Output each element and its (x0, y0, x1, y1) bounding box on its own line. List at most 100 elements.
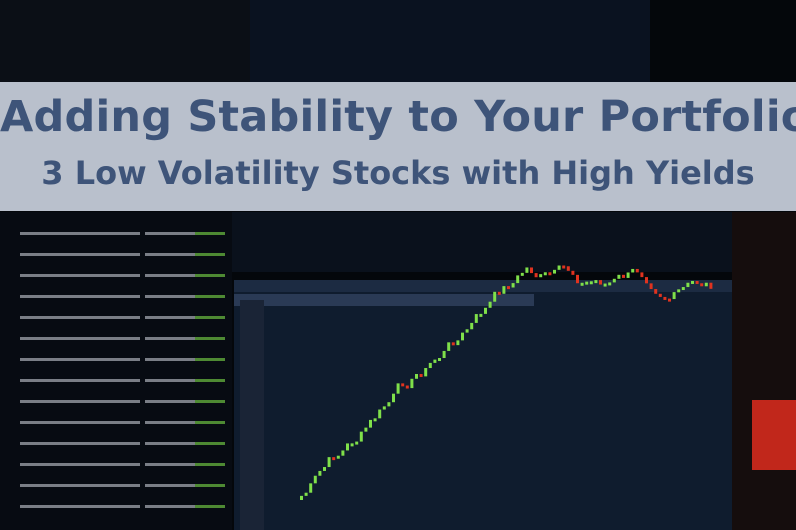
candle (300, 495, 303, 500)
table-cell (20, 316, 80, 319)
candle (461, 332, 464, 341)
candle (608, 282, 612, 286)
candle (355, 441, 359, 445)
table-cell (20, 358, 80, 361)
candle (382, 406, 386, 410)
table-cell (195, 484, 225, 487)
candle (649, 283, 653, 290)
candle (681, 287, 685, 291)
candle (433, 359, 437, 363)
candle (410, 378, 414, 389)
table-cell (195, 421, 225, 424)
table-cell (145, 484, 195, 487)
table-cell (145, 358, 195, 361)
candle (548, 272, 552, 276)
title-banner: Adding Stability to Your Portfolio 3 Low… (0, 82, 796, 211)
candle (645, 277, 648, 284)
candle (562, 265, 566, 269)
table-cell (195, 505, 225, 508)
table-cell (80, 316, 140, 319)
table-cell (145, 253, 195, 256)
table-cell (80, 463, 140, 466)
candle (364, 427, 368, 432)
table-cell (20, 400, 80, 403)
candle (415, 374, 418, 379)
candle (663, 296, 667, 300)
candle (622, 274, 625, 278)
table-cell (145, 337, 195, 340)
table-cell (195, 400, 225, 403)
candle (704, 282, 708, 287)
candle (493, 291, 497, 302)
table-cell (20, 484, 80, 487)
table-cell (20, 295, 80, 298)
candle (373, 418, 377, 422)
banner-subtitle: 3 Low Volatility Stocks with High Yields (41, 154, 755, 192)
table-cell (80, 232, 140, 235)
candle (484, 307, 487, 314)
table-cell (145, 421, 195, 424)
table-cell (195, 274, 225, 277)
table-cell (20, 421, 80, 424)
table-cell (20, 379, 80, 382)
candle (369, 419, 372, 428)
candle (617, 274, 621, 279)
candle (557, 265, 561, 270)
candle (438, 358, 441, 362)
table-cell (195, 295, 225, 298)
table-cell (145, 463, 195, 466)
candle (553, 269, 556, 274)
candle (488, 301, 492, 308)
candle (392, 393, 395, 403)
table-cell (145, 295, 195, 298)
table-cell (80, 484, 140, 487)
table-cell (80, 358, 140, 361)
table-cell (20, 232, 80, 235)
candle (451, 342, 455, 346)
candle (571, 270, 575, 275)
table-cell (145, 505, 195, 508)
table-cell (195, 463, 225, 466)
candle (580, 282, 584, 286)
candle (341, 450, 345, 456)
candle (350, 443, 354, 447)
candle (612, 278, 616, 283)
candle (672, 292, 676, 300)
table-cell (80, 505, 140, 508)
table-cell (195, 232, 225, 235)
candle (530, 267, 533, 274)
candle (511, 283, 515, 288)
candle (318, 470, 322, 476)
table-cell (80, 421, 140, 424)
candle (309, 483, 313, 493)
candle (359, 431, 363, 442)
table-cell (80, 400, 140, 403)
candle (635, 268, 639, 273)
table-cell (145, 400, 195, 403)
table-cell (145, 274, 195, 277)
candle (640, 272, 644, 278)
candle (516, 275, 520, 284)
candle (323, 467, 326, 471)
candle (631, 268, 635, 273)
candle (594, 280, 598, 284)
table-cell (195, 442, 225, 445)
candle (502, 286, 506, 294)
candle (507, 286, 510, 290)
candle (336, 455, 340, 459)
table-cell (195, 337, 225, 340)
candle (456, 340, 460, 346)
candle (677, 289, 681, 293)
candle (695, 280, 699, 284)
candle (543, 272, 547, 276)
candle (465, 329, 469, 333)
candle (658, 293, 662, 297)
candle (691, 280, 694, 284)
candle (396, 383, 400, 394)
table-cell (145, 316, 195, 319)
candle (654, 289, 658, 294)
candle (585, 281, 589, 285)
candle (447, 342, 451, 351)
candle (442, 350, 446, 359)
